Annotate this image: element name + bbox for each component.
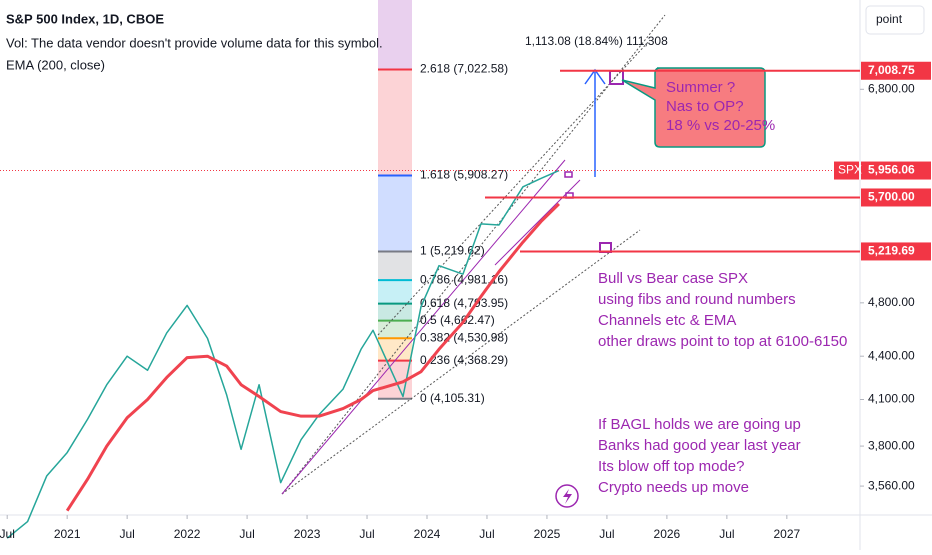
x-tick-label: Jul [599, 527, 614, 541]
note-line: Channels etc & EMA [598, 312, 736, 329]
fib-label: 2.618 (7,022.58) [420, 62, 508, 76]
measure-label: 1,113.08 (18.84%) 111,308 [525, 34, 668, 48]
price-line [65, 202, 560, 512]
note-line: Crypto needs up move [598, 479, 749, 496]
y-tick-label: 4,800.00 [868, 295, 915, 309]
price-line [6, 169, 560, 539]
x-tick-label: 2027 [773, 527, 800, 541]
x-tick-label: Jul [119, 527, 134, 541]
fib-band [378, 251, 412, 281]
header-title: S&P 500 Index, 1D, CBOE [6, 11, 164, 26]
indicator-label: EMA (200, close) [6, 57, 105, 72]
volume-note: Vol: The data vendor doesn't provide vol… [6, 35, 383, 50]
fib-band [378, 320, 412, 339]
fib-label: 1.618 (5,908.27) [420, 168, 508, 182]
fib-band [378, 338, 412, 361]
scale-button[interactable] [865, 5, 925, 35]
fib-label: 0.382 (4,530.98) [420, 330, 508, 344]
x-tick-label: 2023 [294, 527, 321, 541]
price-flag-label: 5,700.00 [868, 190, 915, 204]
x-tick-label: 2021 [54, 527, 81, 541]
marker-box [609, 70, 624, 85]
note-line: using fibs and round numbers [598, 291, 796, 308]
callout-line: Nas to OP? [666, 98, 744, 115]
fib-band [378, 0, 412, 70]
price-flag [861, 188, 931, 207]
x-tick-label: 2024 [414, 527, 441, 541]
x-tick-label: 2022 [174, 527, 201, 541]
marker-box [564, 171, 573, 178]
logo-icon [555, 484, 579, 508]
fib-band [378, 280, 412, 304]
fib-label: 0.5 (4,662.47) [420, 313, 495, 327]
note-line: Banks had good year last year [598, 437, 801, 454]
tag-label: SPX [838, 163, 862, 177]
y-tick-label: 6,800.00 [868, 81, 915, 95]
x-tick-label: Jul [0, 527, 15, 541]
x-tick-label: 2026 [654, 527, 681, 541]
x-tick-label: Jul [239, 527, 254, 541]
note-line: If BAGL holds we are going up [598, 416, 801, 433]
channel-line [377, 39, 651, 336]
callout-line: 18 % vs 20-25% [666, 117, 775, 134]
fib-band [378, 303, 412, 321]
price-flag-label: 5,956.06 [868, 163, 915, 177]
x-tick-label: Jul [479, 527, 494, 541]
note-line: other draws point to top at 6100-6150 [598, 333, 847, 350]
price-flag [861, 61, 931, 80]
y-tick-label: 3,800.00 [868, 438, 915, 452]
y-tick-label: 4,400.00 [868, 348, 915, 362]
x-tick-label: 2025 [534, 527, 561, 541]
fib-band [378, 69, 412, 176]
fib-label: 0 (4,105.31) [420, 391, 485, 405]
callout-line: Summer ? [666, 79, 735, 96]
note-line: Bull vs Bear case SPX [598, 270, 748, 287]
fib-band [378, 175, 412, 252]
scale-button-label[interactable]: point [876, 12, 903, 26]
trend-line [281, 159, 566, 495]
x-tick-label: Jul [359, 527, 374, 541]
y-tick-label: 4,100.00 [868, 392, 915, 406]
price-flag [861, 161, 931, 180]
logo-bolt [563, 489, 572, 504]
price-flag-label: 7,008.75 [868, 63, 915, 77]
fib-label: 0.236 (4,368.29) [420, 353, 508, 367]
y-tick-label: 3,560.00 [868, 478, 915, 492]
price-flag [861, 242, 931, 261]
fib-label: 0.786 (4,981.16) [420, 272, 508, 286]
x-tick-label: Jul [719, 527, 734, 541]
tag-box [834, 161, 859, 180]
fib-label: 1 (5,219.62) [420, 244, 485, 258]
price-flag-label: 5,219.69 [868, 244, 915, 258]
fib-label: 0.618 (4,793.95) [420, 296, 508, 310]
note-line: Its blow off top mode? [598, 458, 744, 475]
